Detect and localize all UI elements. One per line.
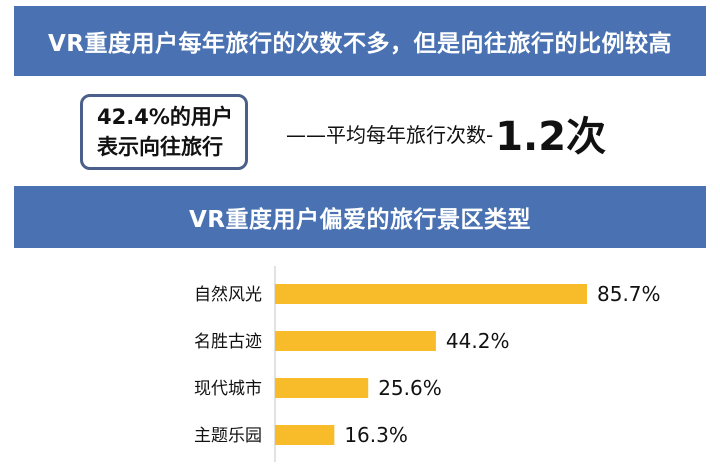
scenic-type-bar-chart: 自然风光 85.7% 名胜古迹 44.2% 现代城市 25.6% 主题乐园 16.3% [194, 266, 661, 462]
bar [275, 284, 587, 304]
travel-interest-line1: 42.4%的用户 [97, 105, 233, 129]
bar [275, 378, 369, 398]
section-title: VR重度用户偏爱的旅行景区类型 [188, 207, 531, 233]
value-label: 16.3% [344, 423, 408, 447]
travel-frequency-label: ——平均每年旅行次数- [286, 122, 494, 147]
value-label: 44.2% [446, 329, 510, 353]
travel-interest-line2: 表示向往旅行 [97, 135, 223, 159]
category-label: 自然风光 [194, 285, 262, 305]
bar [275, 425, 335, 445]
section-banner: VR重度用户偏爱的旅行景区类型 [14, 186, 706, 248]
travel-frequency: ——平均每年旅行次数- 1.2次 [286, 102, 606, 164]
bar [275, 331, 436, 351]
value-label: 25.6% [378, 376, 442, 400]
category-label: 名胜古迹 [194, 332, 262, 352]
value-label: 85.7% [597, 282, 661, 306]
header-banner: VR重度用户每年旅行的次数不多，但是向往旅行的比例较高 [14, 6, 706, 76]
header-title: VR重度用户每年旅行的次数不多，但是向往旅行的比例较高 [47, 31, 672, 57]
category-label: 主题乐园 [194, 426, 262, 446]
travel-interest-box: 42.4%的用户 表示向往旅行 [80, 94, 248, 170]
travel-frequency-value: 1.2次 [495, 114, 607, 160]
category-label: 现代城市 [194, 379, 262, 399]
